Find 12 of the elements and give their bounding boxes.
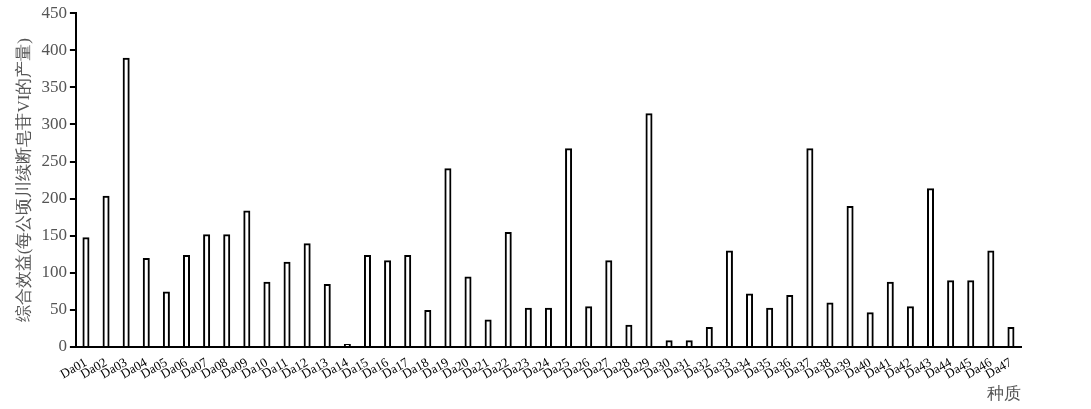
y-tick-label: 350 bbox=[41, 76, 67, 96]
y-tick-label: 250 bbox=[41, 151, 67, 171]
y-tick-label: 50 bbox=[49, 299, 67, 319]
y-tick-label: 150 bbox=[41, 225, 67, 245]
y-tick-label: 400 bbox=[41, 39, 67, 59]
y-tick-label: 200 bbox=[41, 188, 67, 208]
x-axis-title: 种质 bbox=[987, 384, 1021, 404]
y-tick-label: 450 bbox=[41, 2, 67, 22]
y-tick-label: 100 bbox=[41, 262, 67, 282]
y-tick-label: 300 bbox=[41, 113, 67, 133]
y-axis-title: 综合效益(每公顷川续断皂苷VI的产量) bbox=[13, 37, 33, 323]
y-tick-label: 0 bbox=[58, 336, 67, 356]
